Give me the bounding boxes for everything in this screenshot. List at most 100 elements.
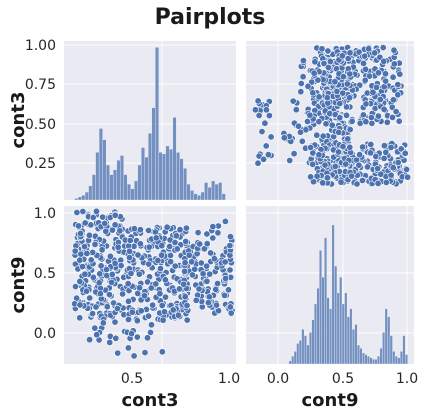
scatter-point — [145, 312, 153, 320]
histogram-bar — [389, 335, 393, 365]
histogram-bar — [127, 183, 131, 201]
histogram-bar — [372, 359, 376, 365]
scatter-point — [163, 223, 171, 231]
scatter-point — [365, 72, 373, 80]
histogram-bar — [397, 357, 401, 365]
scatter-point — [119, 290, 127, 298]
scatter-point — [346, 70, 354, 78]
scatter-point — [361, 52, 369, 60]
scatter-point — [356, 119, 364, 127]
scatter-point — [381, 70, 389, 78]
scatter-point — [348, 117, 356, 125]
scatter-point — [72, 283, 80, 291]
scatter-point — [134, 251, 142, 259]
scatter-point — [145, 260, 153, 268]
scatter-point — [114, 349, 122, 357]
scatter-point — [206, 270, 214, 278]
scatter-point — [254, 159, 262, 167]
scatter-point — [203, 262, 211, 270]
scatter-point — [205, 293, 213, 301]
scatter-point — [76, 256, 84, 264]
scatter-point — [355, 161, 363, 169]
scatter-point — [99, 319, 107, 327]
scatter-point — [394, 81, 402, 89]
figure-title: Pairplots — [155, 5, 266, 30]
histogram-bar — [123, 174, 128, 201]
histogram-bar — [193, 193, 198, 201]
scatter-point — [389, 164, 397, 172]
scatter-point — [93, 207, 101, 215]
scatter-point — [333, 88, 341, 96]
scatter-point — [323, 174, 331, 182]
histogram-bar — [314, 303, 317, 365]
scatter-point — [175, 285, 183, 293]
scatter-point — [348, 172, 356, 180]
scatter-point — [304, 82, 312, 90]
scatter-point — [331, 78, 339, 86]
panel-scatter-cont9-vs-cont3 — [246, 41, 414, 200]
scatter-point — [389, 73, 397, 81]
scatter-point — [342, 103, 350, 111]
histogram-bar — [392, 351, 396, 365]
panel-hist-cont9 — [246, 206, 414, 365]
scatter-point — [108, 270, 116, 278]
scatter-point — [298, 137, 306, 145]
histogram-bar — [309, 332, 312, 365]
histogram-bar — [354, 324, 358, 365]
scatter-point — [336, 100, 344, 108]
scatter-point — [212, 285, 220, 293]
histogram-bar — [336, 292, 340, 365]
scatter-point — [214, 279, 222, 287]
histogram-bar — [134, 180, 138, 201]
histogram-bar — [172, 117, 177, 201]
y-tick-label: 1.00 — [25, 38, 56, 54]
histogram-bar — [344, 292, 348, 365]
histogram-bar — [288, 360, 292, 365]
scatter-point — [89, 214, 97, 222]
panel-scatter-cont3-vs-cont9 — [64, 206, 236, 364]
histogram-bar — [364, 354, 368, 365]
histogram-bar — [112, 169, 117, 201]
histogram-bar — [346, 316, 350, 365]
scatter-point — [128, 330, 136, 338]
scatter-point — [365, 45, 373, 53]
scatter-point — [171, 239, 179, 247]
histogram-bar — [311, 319, 315, 365]
scatter-point — [397, 145, 405, 153]
scatter-point — [136, 240, 144, 248]
scatter-point — [125, 297, 133, 305]
scatter-point — [106, 252, 114, 260]
scatter-point — [195, 285, 203, 293]
scatter-point — [196, 240, 204, 248]
scatter-point — [337, 178, 345, 186]
histogram-bar — [298, 340, 302, 365]
scatter-point — [390, 60, 398, 68]
scatter-point — [79, 208, 87, 216]
histogram-bar — [120, 155, 124, 201]
scatter-point — [338, 52, 346, 60]
histogram-bar — [218, 182, 223, 201]
histogram-bar — [190, 190, 195, 201]
scatter-point — [213, 301, 221, 309]
histogram-bar — [207, 187, 212, 201]
histogram-bar — [382, 332, 386, 365]
scatter-point — [388, 113, 396, 121]
scatter-point — [315, 118, 323, 126]
scatter-point — [390, 46, 398, 54]
scatter-point — [380, 105, 388, 113]
histogram-bar — [359, 348, 363, 365]
scatter-point — [356, 151, 364, 159]
scatter-point — [359, 143, 367, 151]
scatter-point — [311, 58, 319, 66]
scatter-point — [77, 229, 85, 237]
scatter-point — [174, 311, 182, 319]
histogram-bar — [374, 359, 378, 365]
scatter-point — [76, 277, 84, 285]
scatter-point — [214, 229, 222, 237]
scatter-point — [226, 242, 234, 250]
scatter-point — [251, 106, 259, 114]
histogram-bar — [303, 335, 307, 365]
scatter-point — [221, 291, 229, 299]
scatter-point — [87, 256, 95, 264]
histogram-bar — [162, 153, 166, 201]
